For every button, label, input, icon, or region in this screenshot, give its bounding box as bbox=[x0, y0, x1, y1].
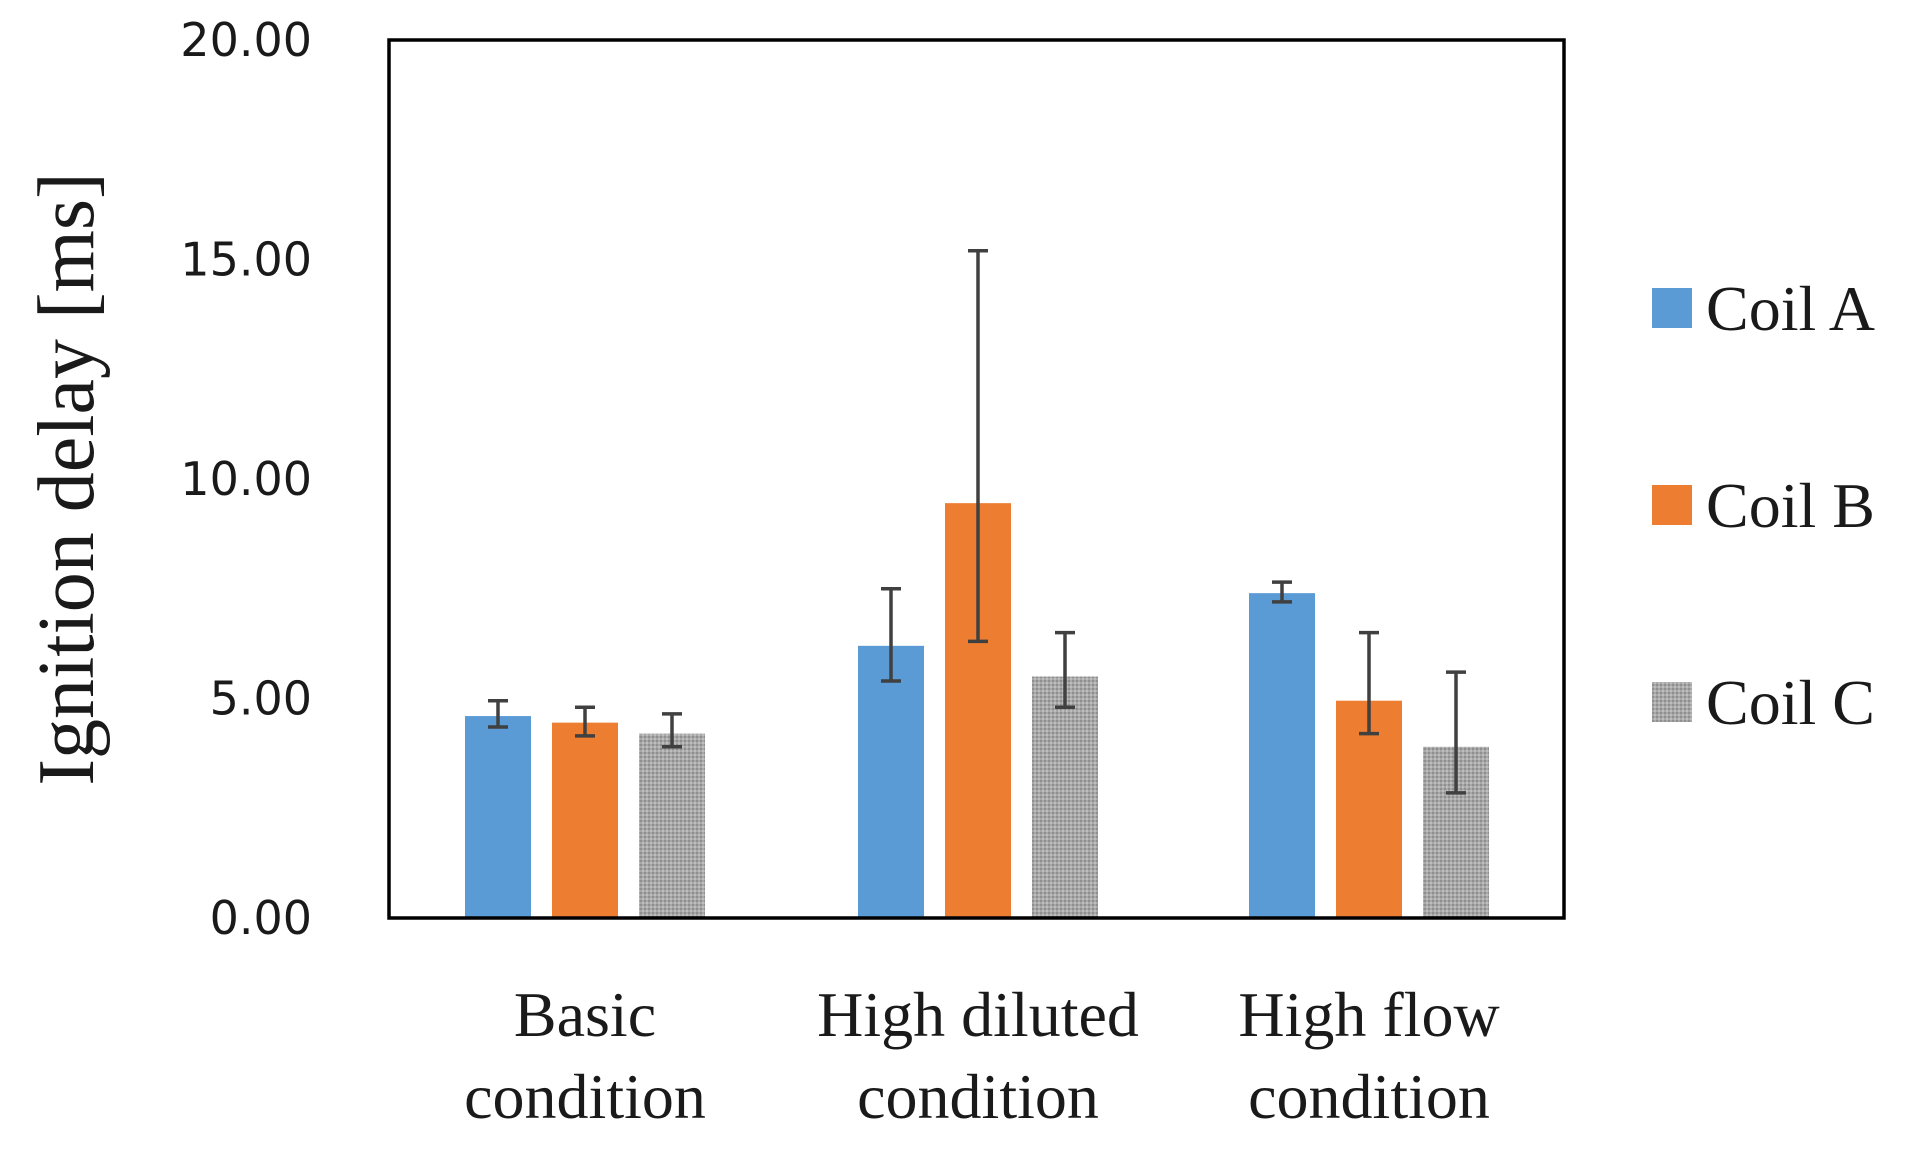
x-category-label: High diluted bbox=[817, 979, 1139, 1050]
y-tick-label: 15.00 bbox=[180, 233, 312, 287]
bar-coil-c bbox=[639, 733, 705, 918]
y-tick-label: 10.00 bbox=[180, 452, 312, 506]
error-bars-group bbox=[488, 248, 1466, 795]
x-category-label: condition bbox=[464, 1061, 706, 1132]
legend-label-coil-b: Coil B bbox=[1706, 470, 1875, 541]
error-bar-coil-b bbox=[968, 248, 988, 644]
bars-group bbox=[465, 503, 1489, 918]
legend-swatch-coil-c bbox=[1652, 682, 1692, 722]
x-category-label: Basic bbox=[514, 979, 656, 1050]
error-bar-coil-c bbox=[1446, 670, 1466, 795]
bar-coil-b bbox=[552, 722, 618, 918]
error-bar-coil-b bbox=[1359, 630, 1379, 736]
y-axis-title-group: Ignition delay [ms] bbox=[23, 172, 111, 785]
bar-coil-b bbox=[1336, 700, 1402, 918]
bar-coil-a bbox=[858, 645, 924, 918]
x-axis-categories: Basic condition High diluted condition High … bbox=[464, 979, 1500, 1132]
legend-swatch-coil-b bbox=[1652, 485, 1692, 525]
error-bar-coil-a bbox=[1272, 580, 1292, 604]
plot-area-frame bbox=[387, 38, 1566, 920]
legend-label-coil-a: Coil A bbox=[1706, 273, 1875, 344]
error-bar-coil-b bbox=[575, 705, 595, 738]
y-axis-ticks: 0.00 5.00 10.00 15.00 20.00 bbox=[180, 13, 312, 945]
x-category-label: condition bbox=[1248, 1061, 1490, 1132]
error-bar-coil-a bbox=[881, 587, 901, 683]
error-bar-coil-a bbox=[488, 698, 508, 729]
y-tick-label: 5.00 bbox=[210, 672, 312, 726]
x-category-label: condition bbox=[857, 1061, 1099, 1132]
y-axis-title: Ignition delay [ms] bbox=[23, 172, 111, 785]
error-bar-coil-c bbox=[1055, 630, 1075, 710]
legend-swatch-coil-a bbox=[1652, 288, 1692, 328]
y-tick-label: 0.00 bbox=[210, 891, 312, 945]
x-category-label: High flow bbox=[1238, 979, 1499, 1050]
error-bar-coil-c bbox=[662, 712, 682, 749]
y-tick-label: 20.00 bbox=[180, 13, 312, 67]
legend-label-coil-c: Coil C bbox=[1706, 667, 1875, 738]
legend: Coil A Coil B Coil C bbox=[1652, 273, 1875, 738]
bar-coil-c bbox=[1032, 676, 1098, 918]
bar-coil-a bbox=[465, 716, 531, 918]
bar-coil-a bbox=[1249, 593, 1315, 918]
